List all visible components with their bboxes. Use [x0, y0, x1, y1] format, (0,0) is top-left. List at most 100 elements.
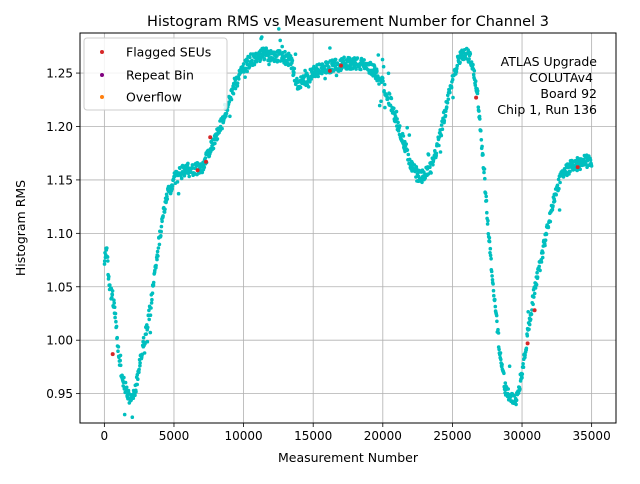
data-point [556, 177, 561, 182]
data-point [568, 169, 572, 174]
data-point [278, 38, 283, 43]
data-point [392, 106, 396, 111]
flagged-seu-point [195, 168, 200, 173]
data-point [137, 367, 141, 372]
flagged-seu-point [110, 352, 115, 357]
y-tick-label: 0.95 [46, 387, 73, 401]
data-point [405, 125, 410, 130]
data-point [493, 304, 498, 309]
data-point [142, 351, 147, 355]
data-point [145, 339, 150, 344]
data-point [124, 385, 129, 390]
data-point [354, 67, 358, 71]
grid [80, 33, 616, 423]
flagged-seu-point [575, 165, 580, 170]
data-point [213, 141, 217, 146]
data-point [482, 167, 487, 171]
data-point [306, 85, 311, 89]
data-point [252, 62, 257, 67]
data-point [589, 164, 594, 168]
data-point [241, 62, 246, 66]
data-point [497, 347, 501, 352]
data-point [557, 208, 562, 212]
data-point [150, 291, 155, 296]
data-point [483, 191, 488, 195]
flagged-seu-point [327, 68, 332, 73]
data-point [302, 79, 306, 83]
data-point [398, 124, 402, 128]
data-point [471, 72, 476, 77]
data-point [342, 55, 346, 60]
x-tick-label: 5000 [159, 429, 190, 443]
data-point [245, 69, 249, 74]
data-point [131, 396, 136, 401]
data-point [267, 62, 271, 67]
data-point [118, 353, 123, 358]
data-point [227, 100, 231, 104]
data-point [156, 246, 161, 250]
data-point [237, 77, 241, 81]
data-point [448, 90, 452, 95]
annotation-line-3: Board 92 [540, 86, 597, 101]
data-point [520, 375, 524, 380]
data-point [250, 58, 254, 63]
legend: Flagged SEUs Repeat Bin Overflow [83, 37, 228, 111]
data-point [146, 325, 150, 330]
data-point [544, 232, 549, 237]
data-point [534, 282, 539, 287]
data-point [202, 165, 207, 170]
data-point [475, 91, 480, 96]
data-point [539, 260, 544, 264]
data-point [359, 67, 363, 72]
flagged-seu-point [525, 341, 530, 346]
data-point [540, 255, 545, 260]
data-point [443, 113, 448, 118]
data-point [235, 81, 240, 85]
plot-frame [79, 32, 617, 424]
data-point [535, 275, 540, 279]
legend-marker-repeat-bin [100, 73, 104, 77]
x-tick-label: 30000 [503, 429, 541, 443]
data-point [155, 249, 160, 254]
data-point [118, 358, 122, 363]
data-point [386, 96, 390, 101]
data-point [170, 184, 175, 188]
data-point [108, 283, 112, 287]
data-point [244, 66, 248, 71]
data-point [478, 117, 482, 121]
data-point [528, 317, 533, 322]
data-point [115, 335, 119, 340]
data-point [489, 269, 494, 274]
data-point [116, 349, 120, 354]
data-point [404, 142, 409, 146]
data-point [382, 82, 387, 87]
data-point [102, 262, 107, 266]
data-point [105, 255, 110, 259]
data-point [298, 85, 303, 90]
annotation-line-2: COLUTAv4 [529, 70, 593, 85]
data-point [155, 257, 159, 262]
data-point [426, 153, 431, 157]
data-point [532, 291, 537, 296]
data-point [211, 146, 216, 151]
data-point [495, 319, 499, 324]
data-point [543, 243, 547, 248]
data-point [107, 274, 111, 279]
data-point [473, 83, 478, 87]
data-point [375, 69, 379, 73]
data-point [110, 289, 115, 293]
data-point [379, 99, 383, 104]
x-tick-label: 0 [101, 429, 109, 443]
flagged-seu-point [339, 63, 343, 68]
data-point [157, 242, 162, 247]
data-point [264, 46, 269, 50]
data-point [552, 199, 557, 203]
data-point [362, 58, 366, 62]
data-point [277, 27, 281, 31]
data-point [176, 191, 181, 196]
data-point [458, 60, 462, 65]
data-point [161, 214, 165, 218]
flagged-seu-point [204, 159, 208, 164]
x-tick-label: 10000 [224, 429, 262, 443]
data-point [531, 302, 535, 307]
